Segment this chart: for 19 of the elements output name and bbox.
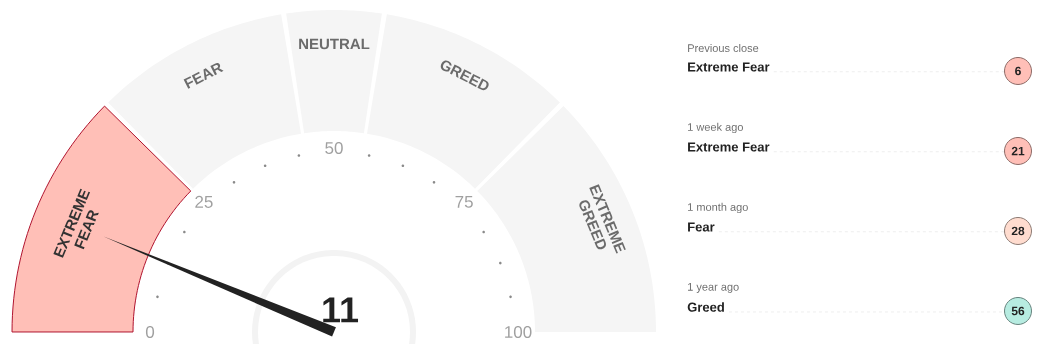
text: Extreme Fear	[688, 62, 770, 72]
category-label: 1 month ago	[688, 202, 748, 214]
data-label: 6	[1015, 66, 1021, 76]
text: 0	[145, 325, 155, 339]
text: Extreme Fear	[688, 142, 770, 152]
text: Fear	[688, 222, 715, 232]
data-label: 21	[1011, 146, 1025, 156]
text: 100	[505, 325, 532, 339]
text: Greed	[687, 302, 724, 312]
category-label: 1 week ago	[688, 122, 743, 134]
category-label: 1 year ago	[688, 283, 739, 293]
text: 75	[455, 195, 473, 208]
slice-label: NEUTRAL	[299, 38, 370, 50]
text: 50	[325, 141, 343, 155]
data-label: 28	[1011, 226, 1025, 236]
text: 11	[323, 297, 359, 323]
text: 25	[195, 195, 213, 208]
data-label: 56	[1011, 306, 1025, 316]
category-label: Previous close	[688, 43, 759, 53]
